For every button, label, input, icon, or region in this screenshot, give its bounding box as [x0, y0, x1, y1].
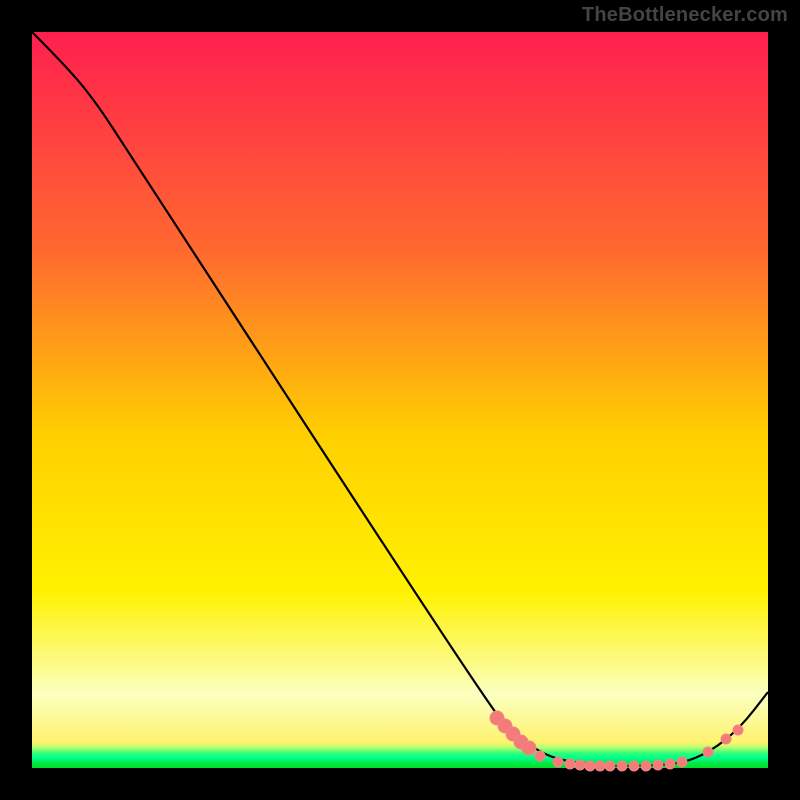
- marker-point: [575, 760, 585, 770]
- marker-point: [665, 759, 675, 769]
- marker-point: [653, 760, 663, 770]
- marker-point: [595, 761, 605, 771]
- marker-point: [617, 761, 627, 771]
- chart-container: TheBottlenecker.com: [0, 0, 800, 800]
- marker-point: [553, 757, 563, 767]
- watermark-text: TheBottlenecker.com: [582, 4, 788, 27]
- marker-point: [522, 741, 536, 755]
- marker-point: [733, 725, 743, 735]
- marker-point: [565, 759, 575, 769]
- marker-point: [605, 761, 615, 771]
- marker-point: [585, 761, 595, 771]
- marker-point: [535, 751, 545, 761]
- marker-point: [677, 757, 687, 767]
- plot-background: [32, 32, 768, 768]
- marker-point: [641, 761, 651, 771]
- marker-point: [629, 761, 639, 771]
- marker-point: [721, 734, 731, 744]
- plot-svg: [0, 0, 800, 800]
- marker-point: [703, 747, 713, 757]
